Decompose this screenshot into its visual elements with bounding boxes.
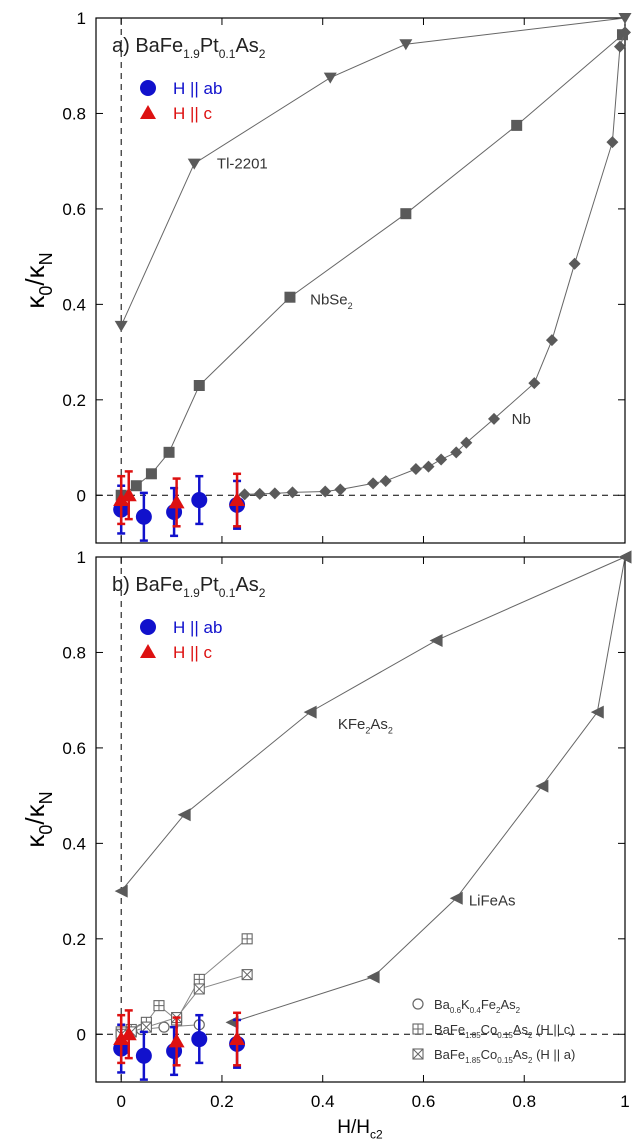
y-tick-label: 0.8	[62, 643, 86, 662]
data-point	[136, 509, 152, 525]
legend-label-ab: H || ab	[173, 79, 222, 98]
y-tick-label: 0.6	[62, 200, 86, 219]
small-legend-marker	[413, 999, 423, 1009]
x-tick-label: 0.8	[512, 1092, 536, 1111]
legend-marker-ab	[140, 80, 156, 96]
data-point	[569, 258, 581, 270]
data-point	[546, 334, 558, 346]
series-annotation: Tl-2201	[217, 156, 268, 173]
x-axis-label: H/Hc2	[337, 1117, 383, 1142]
legend-label-c: H || c	[173, 104, 213, 123]
small-legend-label: BaFe1.85Co0.15As2 (H || c)	[434, 1022, 575, 1040]
y-tick-label: 0	[77, 486, 86, 505]
small-legend-marker	[413, 1049, 423, 1059]
data-point	[535, 780, 548, 793]
data-point	[164, 447, 175, 458]
data-point	[169, 1033, 185, 1047]
data-point	[324, 73, 337, 84]
data-point	[229, 1031, 245, 1045]
data-point	[367, 971, 380, 984]
y-tick-label: 1	[77, 9, 86, 28]
legend-label-c: H || c	[173, 643, 213, 662]
data-point	[400, 208, 411, 219]
series-line	[245, 32, 625, 494]
data-point	[380, 475, 392, 487]
data-point	[269, 487, 281, 499]
small-legend-marker	[413, 1024, 423, 1034]
y-tick-label: 0.4	[62, 834, 86, 853]
data-point	[286, 486, 298, 498]
data-point	[435, 453, 447, 465]
x-tick-label: 0	[116, 1092, 125, 1111]
series-annotation: KFe2As2	[338, 716, 393, 736]
data-point	[242, 934, 252, 944]
data-point	[334, 484, 346, 496]
data-point	[242, 970, 252, 980]
y-tick-label: 1	[77, 548, 86, 567]
data-point	[284, 292, 295, 303]
y-tick-label: 0.4	[62, 295, 86, 314]
legend-marker-c	[140, 105, 156, 119]
data-point	[614, 41, 626, 53]
y-axis-label: κ0/κN	[20, 252, 56, 308]
series-line	[232, 557, 625, 1022]
series-line	[121, 939, 247, 1032]
data-point	[115, 885, 128, 898]
legend-marker-ab	[140, 619, 156, 635]
data-point	[367, 477, 379, 489]
data-point	[606, 136, 618, 148]
data-point	[194, 974, 204, 984]
data-point	[254, 488, 266, 500]
data-point	[430, 634, 443, 647]
series-annotation: Nb	[512, 411, 531, 428]
data-point	[188, 159, 201, 170]
panel-title: a) BaFe1.9Pt0.1As2	[112, 35, 266, 61]
data-point	[410, 463, 422, 475]
data-point	[141, 1022, 151, 1032]
small-legend-label: Ba0.6K0.4Fe2As2	[434, 997, 521, 1015]
y-tick-label: 0.2	[62, 930, 86, 949]
data-point	[194, 380, 205, 391]
legend-label-ab: H || ab	[173, 618, 222, 637]
data-point	[191, 1031, 207, 1047]
series-line	[121, 18, 625, 326]
y-tick-label: 0	[77, 1025, 86, 1044]
data-point	[423, 461, 435, 473]
data-point	[511, 120, 522, 131]
data-point	[136, 1048, 152, 1064]
x-tick-label: 0.2	[210, 1092, 234, 1111]
data-point	[399, 39, 412, 50]
y-axis-label: κ0/κN	[20, 791, 56, 847]
data-point	[159, 1022, 169, 1032]
panel-title: b) BaFe1.9Pt0.1As2	[112, 574, 266, 600]
data-point	[191, 492, 207, 508]
x-tick-label: 0.4	[311, 1092, 335, 1111]
data-point	[178, 808, 191, 821]
series-annotation: LiFeAs	[469, 893, 516, 910]
data-point	[591, 706, 604, 719]
y-tick-label: 0.8	[62, 104, 86, 123]
data-point	[304, 706, 317, 719]
axis-labels: H/Hc2	[337, 1117, 383, 1142]
legend-marker-c	[140, 644, 156, 658]
data-point	[146, 468, 157, 479]
series-annotation: NbSe2	[310, 292, 353, 312]
data-point	[131, 480, 142, 491]
panel-b: 0 0.2 0.4 0.6 0.8 1 0 0.2 0.4 0.6 0.8 1 KFe2As2 LiFeA…	[20, 548, 632, 1111]
panel-a: 0 0.2 0.4 0.6 0.8 1 Tl-2201 NbSe2 Nb a) BaFe1.9Pt…	[20, 9, 632, 543]
data-point	[154, 1001, 164, 1011]
x-tick-label: 1	[620, 1092, 629, 1111]
data-point	[115, 321, 128, 332]
y-tick-label: 0.2	[62, 391, 86, 410]
small-legend-label: BaFe1.85Co0.15As2 (H || a)	[434, 1047, 575, 1065]
x-tick-label: 0.6	[412, 1092, 436, 1111]
data-point	[194, 984, 204, 994]
y-tick-label: 0.6	[62, 739, 86, 758]
data-point	[169, 494, 185, 508]
